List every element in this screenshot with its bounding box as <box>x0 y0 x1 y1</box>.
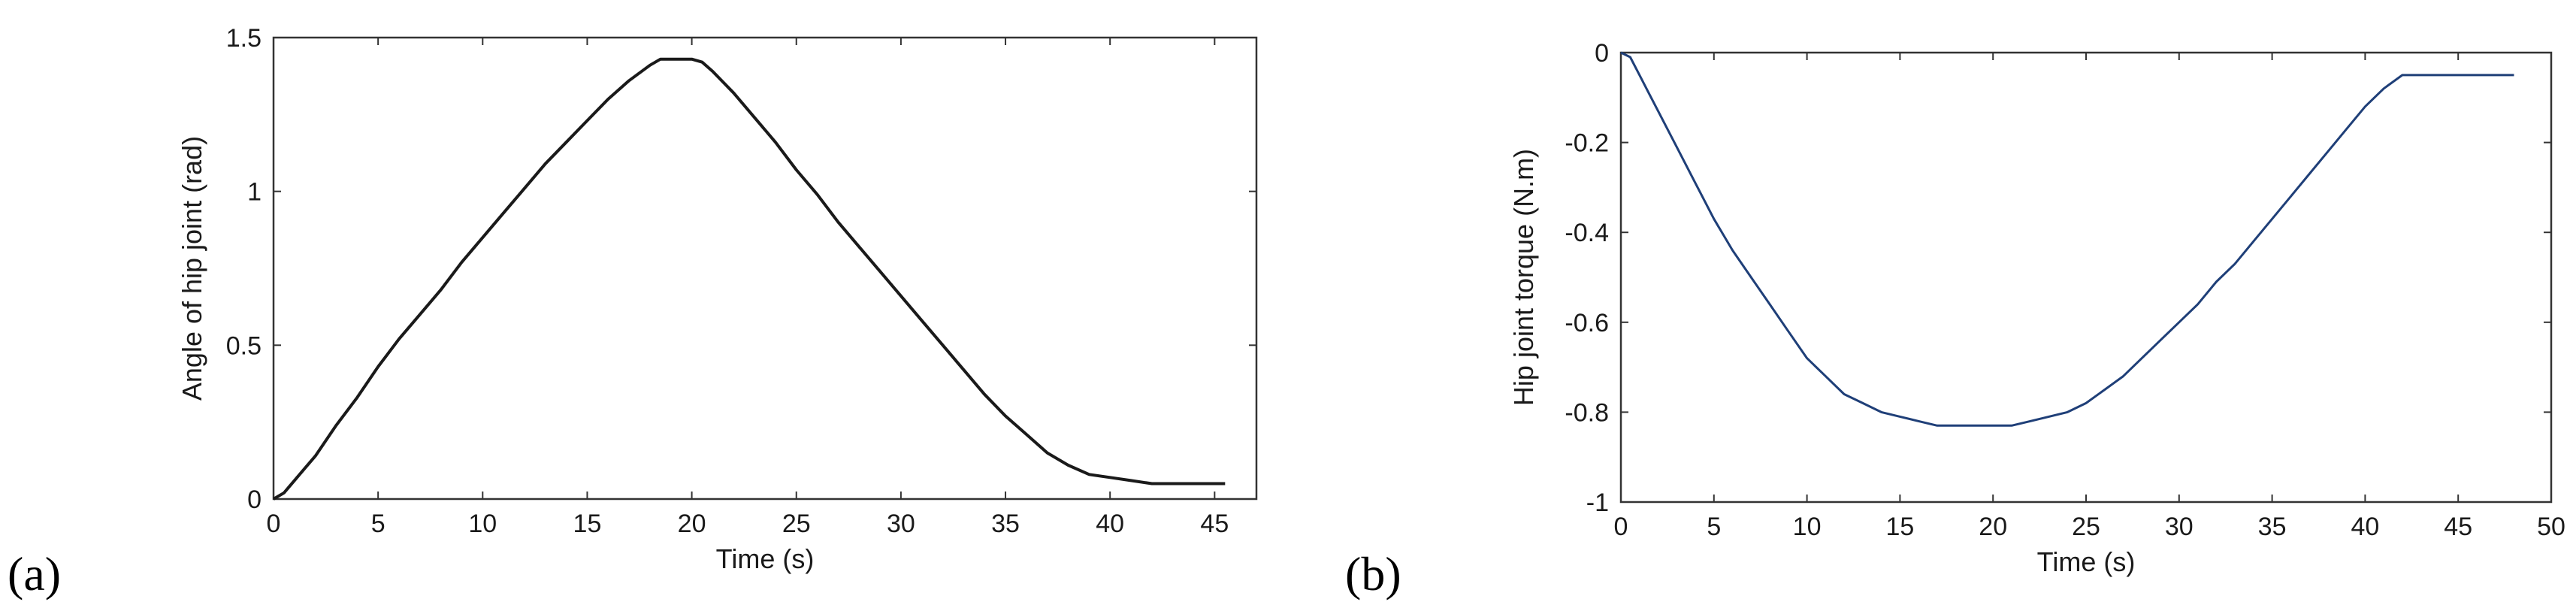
x-tick-label: 10 <box>1793 513 1822 541</box>
x-tick-label: 40 <box>2351 513 2379 541</box>
x-tick-label: 5 <box>1707 513 1721 541</box>
plot-frame <box>272 36 1258 501</box>
x-tick-label: 40 <box>1096 510 1124 538</box>
series-line <box>1620 51 2514 427</box>
y-tick-label: -0.6 <box>1565 309 1609 337</box>
x-tick-label: 50 <box>2537 513 2565 541</box>
x-tick-label: 45 <box>2444 513 2472 541</box>
x-tick-label: 25 <box>2072 513 2100 541</box>
y-tick-label: 1.5 <box>226 24 262 53</box>
y-axis-label: Angle of hip joint (rad) <box>177 136 207 401</box>
panel-label-a: (a) <box>8 547 61 600</box>
x-tick-label: 5 <box>371 510 385 538</box>
x-tick-label: 30 <box>887 510 915 538</box>
x-tick-label: 45 <box>1200 510 1229 538</box>
x-axis-label: Time (s) <box>716 543 815 574</box>
series-line <box>272 57 1226 501</box>
x-tick-label: 15 <box>1885 513 1914 541</box>
x-tick-label: 25 <box>782 510 811 538</box>
x-tick-label: 35 <box>2258 513 2287 541</box>
x-tick-label: 20 <box>1979 513 2007 541</box>
x-tick-label: 20 <box>678 510 706 538</box>
x-tick-label: 15 <box>573 510 602 538</box>
y-tick-label: 0 <box>1595 39 1609 68</box>
y-tick-label: -0.8 <box>1565 398 1609 427</box>
panel-label-b: (b) <box>1345 547 1401 600</box>
x-tick-label: 35 <box>991 510 1020 538</box>
y-tick-label: 0 <box>247 485 262 514</box>
x-axis-label: Time (s) <box>2037 546 2136 577</box>
x-tick-label: 0 <box>1614 513 1628 541</box>
y-tick-label: 0.5 <box>226 331 262 360</box>
chart-torque: 0 5 10 15 20 25 30 35 40 45 50 -1 -0.8 -0.6 -0.4 -0.2 0 T… <box>1508 39 2565 577</box>
x-tick-label: 0 <box>267 510 281 538</box>
plot-frame <box>1619 51 2553 504</box>
x-tick-label: 10 <box>468 510 497 538</box>
y-tick-label: -0.2 <box>1565 129 1609 158</box>
y-tick-label: -1 <box>1586 489 1609 517</box>
x-tick-label: 30 <box>2165 513 2194 541</box>
y-axis-label: Hip joint torque (N.m) <box>1508 149 1539 406</box>
y-tick-label: -0.4 <box>1565 219 1609 247</box>
chart-angle: 0 5 10 15 20 25 30 35 40 45 0 0.5 1 1.5 Time (s) Angle … <box>177 24 1258 574</box>
y-tick-label: 1 <box>247 178 262 207</box>
